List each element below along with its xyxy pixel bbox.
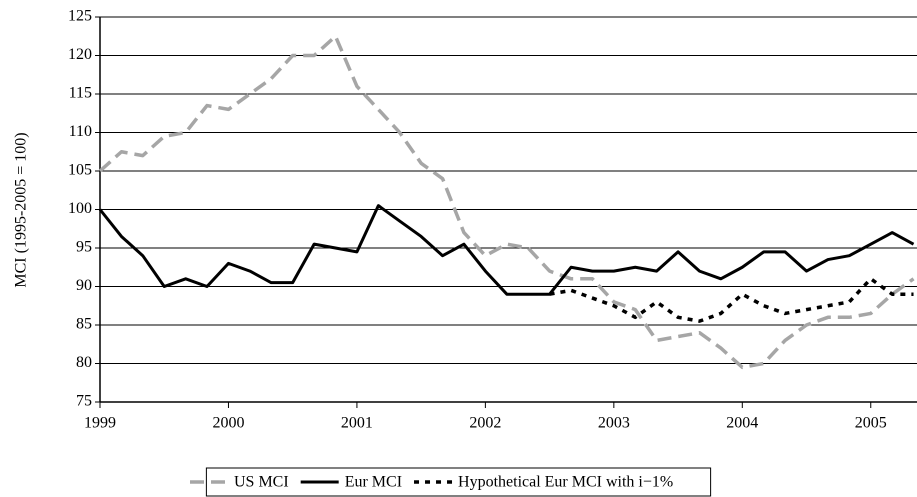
series-line (98, 34, 915, 370)
x-tick-label: 2003 (598, 415, 630, 432)
x-tick-label: 2002 (469, 415, 501, 432)
x-tick-label: 2001 (341, 415, 373, 432)
x-tick-label: 2000 (212, 415, 244, 432)
y-tick-label: 100 (68, 200, 92, 217)
legend-box (205, 467, 712, 497)
y-tick-label: 115 (69, 85, 92, 102)
series-line (98, 204, 915, 296)
y-tick-label: 90 (76, 277, 92, 294)
x-tick-label: 2004 (726, 415, 758, 432)
y-axis-label: MCI (1995-2005 = 100) (13, 132, 30, 287)
y-tick-label: 110 (69, 123, 92, 140)
legend-label: US MCI (234, 474, 289, 491)
legend-label: Eur MCI (345, 474, 402, 491)
y-tick-label: 105 (68, 162, 92, 179)
y-tick-label: 80 (76, 354, 92, 371)
y-tick-label: 75 (76, 393, 92, 410)
y-tick-label: 95 (76, 239, 92, 256)
x-tick-label: 2005 (855, 415, 887, 432)
y-tick-label: 120 (68, 46, 92, 63)
x-tick-label: 1999 (84, 415, 116, 432)
y-tick-label: 85 (76, 316, 92, 333)
legend-label: Hypothetical Eur MCI with i−1% (458, 474, 673, 491)
y-tick-label: 125 (68, 8, 92, 25)
